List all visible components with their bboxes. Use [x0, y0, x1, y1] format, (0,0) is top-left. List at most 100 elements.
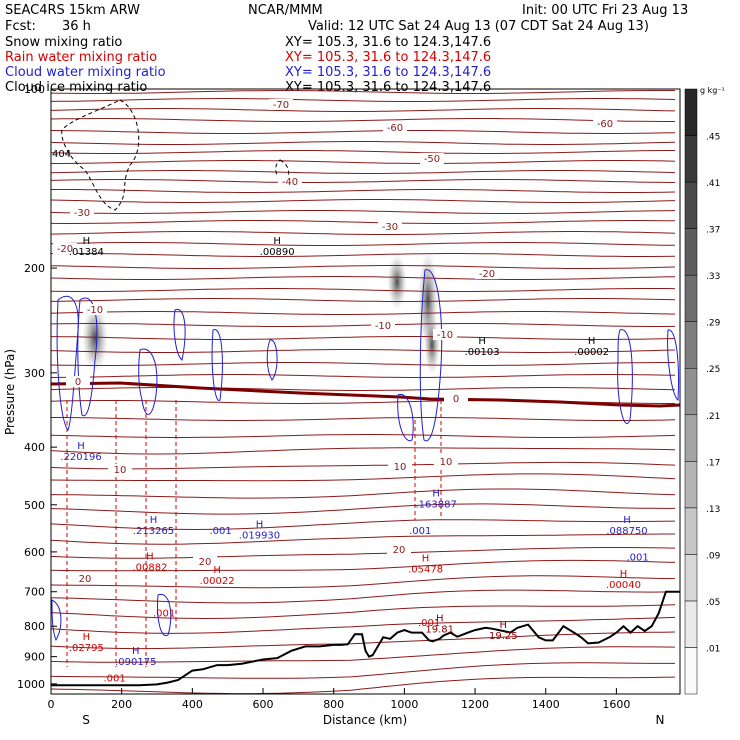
max-value-13: .090175 — [115, 657, 156, 668]
isotherm-21 — [51, 311, 676, 315]
max-marker-22: H — [436, 614, 444, 625]
isotherm-label-13: 0 — [453, 394, 459, 405]
valid-time: Valid: 12 UTC Sat 24 Aug 13 (07 CDT Sat … — [308, 19, 649, 34]
colorbar-label-4: .17 — [706, 458, 720, 468]
isotherm-24 — [51, 349, 676, 353]
isotherm-20 — [51, 298, 676, 302]
model-name: SEAC4RS 15km ARW — [5, 3, 141, 18]
axes: 0 200 400 600 800 1000 1200 1400 160010020030040… — [17, 83, 630, 711]
isotherm-27 — [51, 387, 676, 391]
field-xy-rain: XY= 105.3, 31.6 to 124.3,147.6 — [285, 50, 492, 65]
isotherm-38 — [51, 547, 676, 559]
field-title-cloud-water: Cloud water mixing ratio — [5, 65, 166, 80]
max-marker-6: H — [150, 515, 158, 526]
isotherm-label-19: 20 — [79, 574, 92, 585]
colorbar-label-2: .09 — [706, 551, 721, 561]
cloud-water-contour-3 — [173, 308, 186, 361]
isotherm-label-1: -60 — [387, 123, 403, 134]
isotherm-label-17: 20 — [199, 557, 212, 568]
isotherm-label-bg-14 — [108, 464, 132, 475]
isotherm-label-5: -30 — [74, 208, 90, 219]
cloud-water-contour-11 — [51, 599, 62, 642]
isotherm-37 — [51, 533, 675, 545]
y-tick-label-9: 1000 — [17, 678, 45, 691]
y-tick-label-2: 300 — [24, 367, 45, 380]
cloud-water-contour-8 — [617, 329, 633, 424]
isotherm-label-bg-6 — [378, 221, 402, 232]
field-title-rain: Rain water mixing ratio — [5, 50, 158, 65]
cloud-water-contour-10 — [157, 593, 172, 637]
isotherm-11 — [51, 199, 676, 203]
isotherm-33 — [51, 473, 676, 482]
isotherm-label-14: 10 — [114, 465, 127, 476]
isotherm-label-0: -70 — [273, 100, 289, 111]
x-tick-label-7: 1400 — [532, 698, 560, 711]
colorbar-cell-7 — [684, 321, 698, 369]
isotherm-label-bg-8 — [475, 268, 499, 279]
isotherm-label-8: -20 — [479, 269, 495, 280]
max-marker-3: H — [588, 336, 596, 347]
y-tick-label-8: 900 — [24, 651, 45, 664]
colorbar-label-3: .13 — [706, 505, 720, 515]
terrain-line — [51, 590, 680, 687]
max-value-5: .220196 — [60, 452, 101, 463]
isotherm-4 — [51, 130, 676, 134]
cloud-water-contours — [51, 269, 679, 642]
plot-frame — [50, 88, 681, 695]
max-marker-17: H — [620, 569, 628, 580]
colorbar-label-6: .25 — [706, 365, 720, 375]
colorbar-cell-4 — [684, 461, 698, 509]
isotherm-label-bg-10 — [371, 320, 395, 331]
y-tick-label-7: 800 — [24, 620, 45, 633]
isotherm-0 — [51, 90, 675, 94]
isotherm-17 — [51, 265, 676, 269]
colorbar-cell-12 — [684, 88, 698, 136]
colorbar-label-9: .37 — [706, 226, 720, 236]
colorbar-label-7: .29 — [706, 319, 721, 329]
isotherm-5 — [51, 141, 676, 145]
cloud-ice-shade-1 — [387, 254, 407, 310]
isotherm-19 — [51, 288, 676, 292]
max-value-9: .163887 — [415, 499, 456, 510]
cloud-ice-shade-0 — [82, 303, 108, 373]
isotherm-label-15: 10 — [394, 462, 407, 473]
isotherm-label-bg-11 — [433, 329, 457, 340]
isotherm-34 — [51, 488, 676, 499]
snow-contours — [61, 99, 290, 211]
isotherm-16 — [51, 253, 676, 257]
max-value-10: .001 — [409, 526, 431, 537]
colorbar-label-1: .05 — [706, 598, 720, 608]
field-title-cloud-ice: Cloud ice mixing ratio — [5, 80, 148, 95]
isotherm-12 — [51, 210, 676, 214]
isotherm-29 — [51, 417, 676, 421]
colorbar-cell-9 — [684, 228, 698, 276]
max-value-3: .00002 — [574, 347, 609, 358]
cloud-water-contour-5 — [266, 339, 278, 381]
endpoint-north: N — [656, 713, 665, 727]
colorbar-cell-10 — [684, 181, 698, 229]
x-tick-label-6: 1200 — [461, 698, 489, 711]
isotherm-label-16: 10 — [440, 457, 453, 468]
isotherm-6 — [51, 150, 675, 154]
isotherm-label-bg-12 — [66, 376, 90, 387]
snow-contour-1 — [275, 159, 290, 181]
max-marker-2: H — [478, 336, 486, 347]
y-tick-label-3: 400 — [24, 441, 45, 454]
isotherm-35 — [51, 503, 675, 515]
isotherm-lines — [51, 90, 680, 694]
max-value-12: .001 — [626, 552, 648, 563]
y-tick-label-1: 200 — [24, 262, 45, 275]
isotherm-label-bg-15 — [388, 461, 412, 472]
isotherm-36 — [51, 519, 676, 531]
isotherm-23 — [51, 336, 676, 340]
y-tick-label-5: 600 — [24, 546, 45, 559]
max-value-15: .00022 — [200, 576, 235, 587]
colorbar-label-8: .33 — [706, 272, 720, 282]
max-value-16: .05478 — [408, 565, 443, 576]
colorbar-cell-2 — [684, 554, 698, 602]
max-value-0: .01384 — [69, 247, 104, 258]
isotherm-3 — [51, 118, 675, 122]
x-axis-label: Distance (km) — [323, 713, 407, 727]
max-value-17: .00040 — [606, 580, 641, 591]
